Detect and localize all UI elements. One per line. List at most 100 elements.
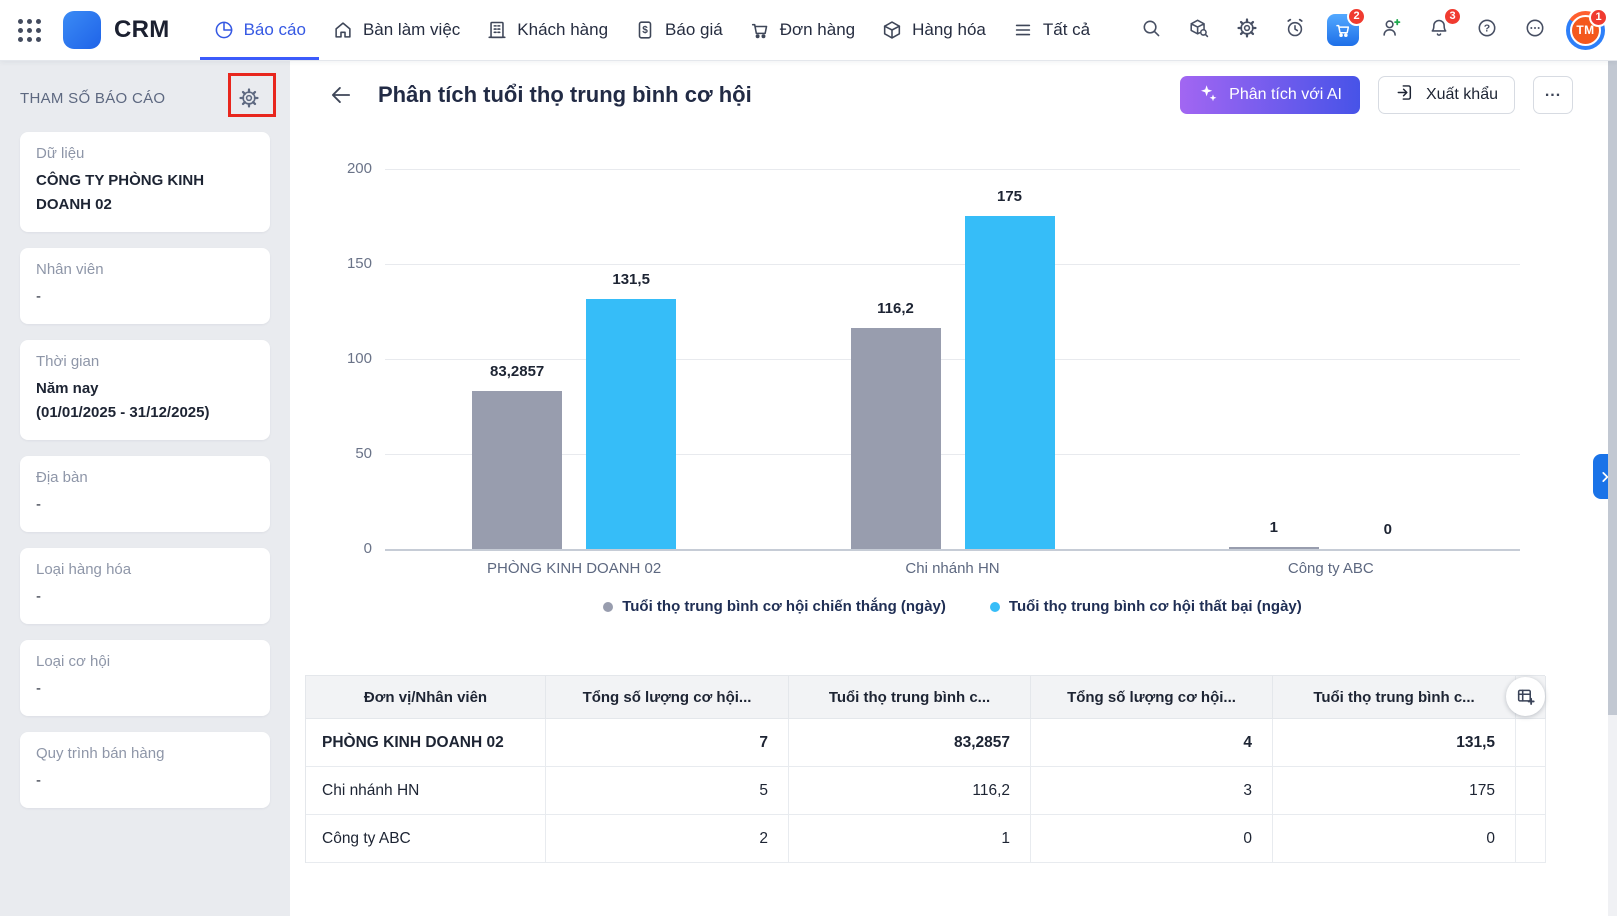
export-button[interactable]: Xuất khẩu bbox=[1377, 76, 1515, 114]
nav-item-label: Khách hàng bbox=[517, 20, 609, 39]
table-cell-spacer bbox=[1516, 767, 1546, 815]
user-avatar[interactable]: TM 1 bbox=[1566, 7, 1608, 50]
nav-item-hang-hoa[interactable]: Hàng hóa bbox=[868, 0, 999, 60]
chart-legend: Tuổi thọ trung bình cơ hội chiến thắng (… bbox=[385, 598, 1520, 615]
nav-item-don-hang[interactable]: Đơn hàng bbox=[736, 0, 868, 60]
table-cell: 116,2 bbox=[789, 767, 1031, 815]
param-card-2[interactable]: Nhân viên - bbox=[20, 248, 270, 324]
box-search-icon bbox=[1188, 17, 1210, 44]
person-add-icon bbox=[1380, 17, 1402, 44]
param-label: Thời gian bbox=[36, 353, 100, 370]
analyze-with-ai-button[interactable]: Phân tích với AI bbox=[1180, 76, 1360, 114]
nav-item-khach-hang[interactable]: Khách hàng bbox=[473, 0, 621, 60]
search-button[interactable] bbox=[1130, 10, 1171, 51]
table-cell: 0 bbox=[1031, 815, 1273, 863]
quote-icon: $ bbox=[634, 19, 656, 41]
box-icon bbox=[881, 19, 903, 41]
legend-label: Tuổi thọ trung bình cơ hội chiến thắng (… bbox=[622, 598, 946, 615]
bar-value-label: 1 bbox=[1269, 519, 1278, 536]
param-value: - bbox=[36, 588, 41, 605]
gridline bbox=[385, 454, 1520, 455]
page-header: Phân tích tuổi thọ trung bình cơ hội Phâ… bbox=[290, 60, 1597, 130]
param-card-1[interactable]: Dữ liệu CÔNG TY PHÒNG KINH DOANH 02 bbox=[20, 132, 270, 232]
add-column-button[interactable] bbox=[1506, 677, 1545, 716]
param-value: - bbox=[36, 680, 41, 697]
help-button[interactable]: ? bbox=[1466, 10, 1507, 51]
table-cell: 5 bbox=[546, 767, 789, 815]
analyze-with-ai-label: Phân tích với AI bbox=[1229, 86, 1342, 103]
settings-button[interactable] bbox=[1226, 10, 1267, 51]
table-header-col-5[interactable]: Tuổi thọ trung bình c... bbox=[1273, 676, 1516, 719]
brand-name: CRM bbox=[114, 16, 170, 43]
svg-text:?: ? bbox=[1483, 22, 1489, 34]
bar-lost-2[interactable] bbox=[964, 216, 1055, 549]
param-card-4[interactable]: Địa bàn - bbox=[20, 456, 270, 532]
nav-item-bao-gia[interactable]: $ Báo giá bbox=[621, 0, 736, 60]
table-cell: Công ty ABC bbox=[306, 815, 546, 863]
more-options-button[interactable]: ... bbox=[1533, 76, 1573, 114]
cart-app-button[interactable]: 2 bbox=[1322, 6, 1366, 51]
scrollbar-thumb[interactable] bbox=[1608, 60, 1617, 715]
vertical-scrollbar[interactable] bbox=[1608, 60, 1617, 916]
x-axis-category: PHÒNG KINH DOANH 02 bbox=[487, 560, 662, 577]
table-cell: 2 bbox=[546, 815, 789, 863]
page-actions: Phân tích với AI Xuất khẩu ... bbox=[1180, 76, 1573, 114]
bar-won-1[interactable] bbox=[472, 391, 563, 549]
table-cell: 3 bbox=[1031, 767, 1273, 815]
y-axis-tick: 0 bbox=[363, 540, 372, 557]
bar-won-3[interactable] bbox=[1228, 547, 1319, 549]
report-params-sidebar: THAM SỐ BÁO CÁO Dữ liệu CÔNG TY PHÒNG KIN… bbox=[0, 60, 290, 916]
x-axis-category: Chi nhánh HN bbox=[905, 560, 1000, 577]
back-arrow-icon[interactable] bbox=[324, 78, 358, 112]
y-axis-tick: 150 bbox=[346, 255, 372, 272]
bar-value-label: 116,2 bbox=[877, 300, 914, 317]
table-cell: 131,5 bbox=[1273, 719, 1516, 767]
bar-value-label: 131,5 bbox=[612, 271, 650, 288]
param-card-3[interactable]: Thời gian Năm nay (01/01/2025 - 31/12/2025… bbox=[20, 340, 270, 440]
param-card-6[interactable]: Loại cơ hội - bbox=[20, 640, 270, 716]
crm-logo-icon[interactable] bbox=[63, 11, 101, 49]
notification-badge: 3 bbox=[1443, 6, 1462, 26]
param-value: CÔNG TY PHÒNG KINH DOANH 02 bbox=[36, 172, 205, 213]
nav-item-bao-cao[interactable]: Báo cáo bbox=[199, 0, 319, 60]
table-header-col-4[interactable]: Tổng số lượng cơ hội... bbox=[1031, 676, 1273, 719]
report-table: Đơn vị/Nhân viên Tổng số lượng cơ hội... T… bbox=[305, 675, 1546, 863]
legend-item-lost[interactable]: Tuổi thọ trung bình cơ hội thất bại (ngà… bbox=[989, 598, 1302, 615]
y-axis-tick: 200 bbox=[346, 160, 372, 177]
nav-item-ban-lam-viec[interactable]: Bàn làm việc bbox=[319, 0, 473, 60]
bar-won-2[interactable] bbox=[850, 328, 941, 549]
notifications-button[interactable]: 3 bbox=[1418, 6, 1462, 51]
param-label: Loại cơ hội bbox=[36, 653, 111, 670]
param-label: Dữ liệu bbox=[36, 145, 85, 162]
main-nav: Báo cáo Bàn làm việc Khách hàng $ Báo giá Đơn… bbox=[199, 0, 1104, 60]
param-card-7[interactable]: Quy trình bán hàng - bbox=[20, 732, 270, 808]
gear-icon bbox=[1236, 17, 1258, 44]
menu-icon bbox=[1012, 19, 1034, 41]
table-cell: 7 bbox=[546, 719, 789, 767]
more-button[interactable] bbox=[1514, 10, 1555, 51]
y-axis-tick: 50 bbox=[355, 445, 372, 462]
param-value: - bbox=[36, 288, 41, 305]
legend-item-won[interactable]: Tuổi thọ trung bình cơ hội chiến thắng (… bbox=[603, 598, 946, 615]
table-header-col-3[interactable]: Tuổi thọ trung bình c... bbox=[789, 676, 1031, 719]
report-settings-gear-icon[interactable] bbox=[228, 79, 270, 117]
bell-icon bbox=[1428, 17, 1450, 44]
question-icon: ? bbox=[1476, 17, 1498, 44]
table-cell: 1 bbox=[789, 815, 1031, 863]
table-cell-spacer bbox=[1516, 815, 1546, 863]
app-launcher-grid-icon[interactable] bbox=[18, 18, 41, 42]
table-header-col-1[interactable]: Đơn vị/Nhân viên bbox=[306, 676, 546, 719]
table-cell: 175 bbox=[1273, 767, 1516, 815]
nav-item-tat-ca[interactable]: Tất cả bbox=[999, 0, 1103, 60]
reminders-button[interactable] bbox=[1274, 10, 1315, 51]
table-cell: Chi nhánh HN bbox=[306, 767, 546, 815]
legend-dot-icon bbox=[603, 601, 614, 612]
table-cell: 0 bbox=[1273, 815, 1516, 863]
param-card-5[interactable]: Loại hàng hóa - bbox=[20, 548, 270, 624]
bar-value-label: 83,2857 bbox=[490, 363, 545, 380]
bar-lost-1[interactable] bbox=[586, 299, 677, 549]
table-header-col-2[interactable]: Tổng số lượng cơ hội... bbox=[546, 676, 789, 719]
product-lookup-button[interactable] bbox=[1178, 10, 1219, 51]
nav-item-label: Hàng hóa bbox=[912, 20, 986, 39]
add-user-button[interactable] bbox=[1370, 10, 1411, 51]
